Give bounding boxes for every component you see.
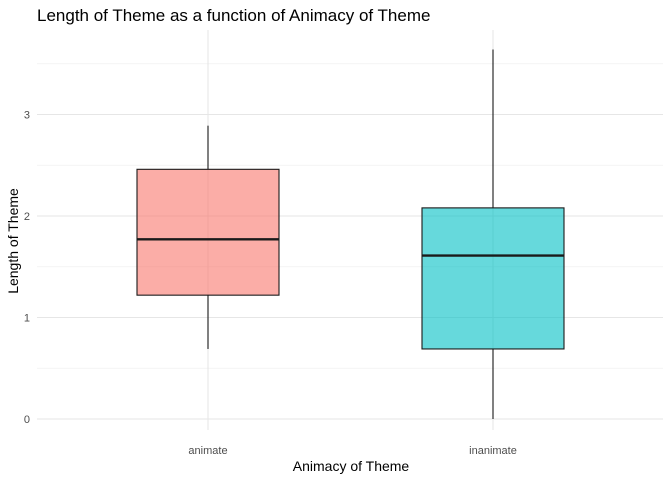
box-inanimate xyxy=(421,207,565,350)
x-tick-label: animate xyxy=(188,445,227,457)
y-tick-label: 3 xyxy=(24,110,30,122)
y-tick-label: 1 xyxy=(24,313,30,325)
grid xyxy=(37,30,663,430)
y-axis-ticks: 0 1 2 3 xyxy=(24,110,30,427)
y-axis-title: Length of Theme xyxy=(5,188,21,294)
y-tick-label: 0 xyxy=(24,414,30,426)
boxes xyxy=(136,49,565,419)
y-tick-label: 2 xyxy=(24,211,30,223)
box-animate xyxy=(136,168,280,296)
x-axis-ticks: animate inanimate xyxy=(188,445,516,457)
chart-title: Length of Theme as a function of Animacy… xyxy=(37,6,430,25)
x-tick-label: inanimate xyxy=(469,445,517,457)
x-axis-title: Animacy of Theme xyxy=(293,458,410,474)
